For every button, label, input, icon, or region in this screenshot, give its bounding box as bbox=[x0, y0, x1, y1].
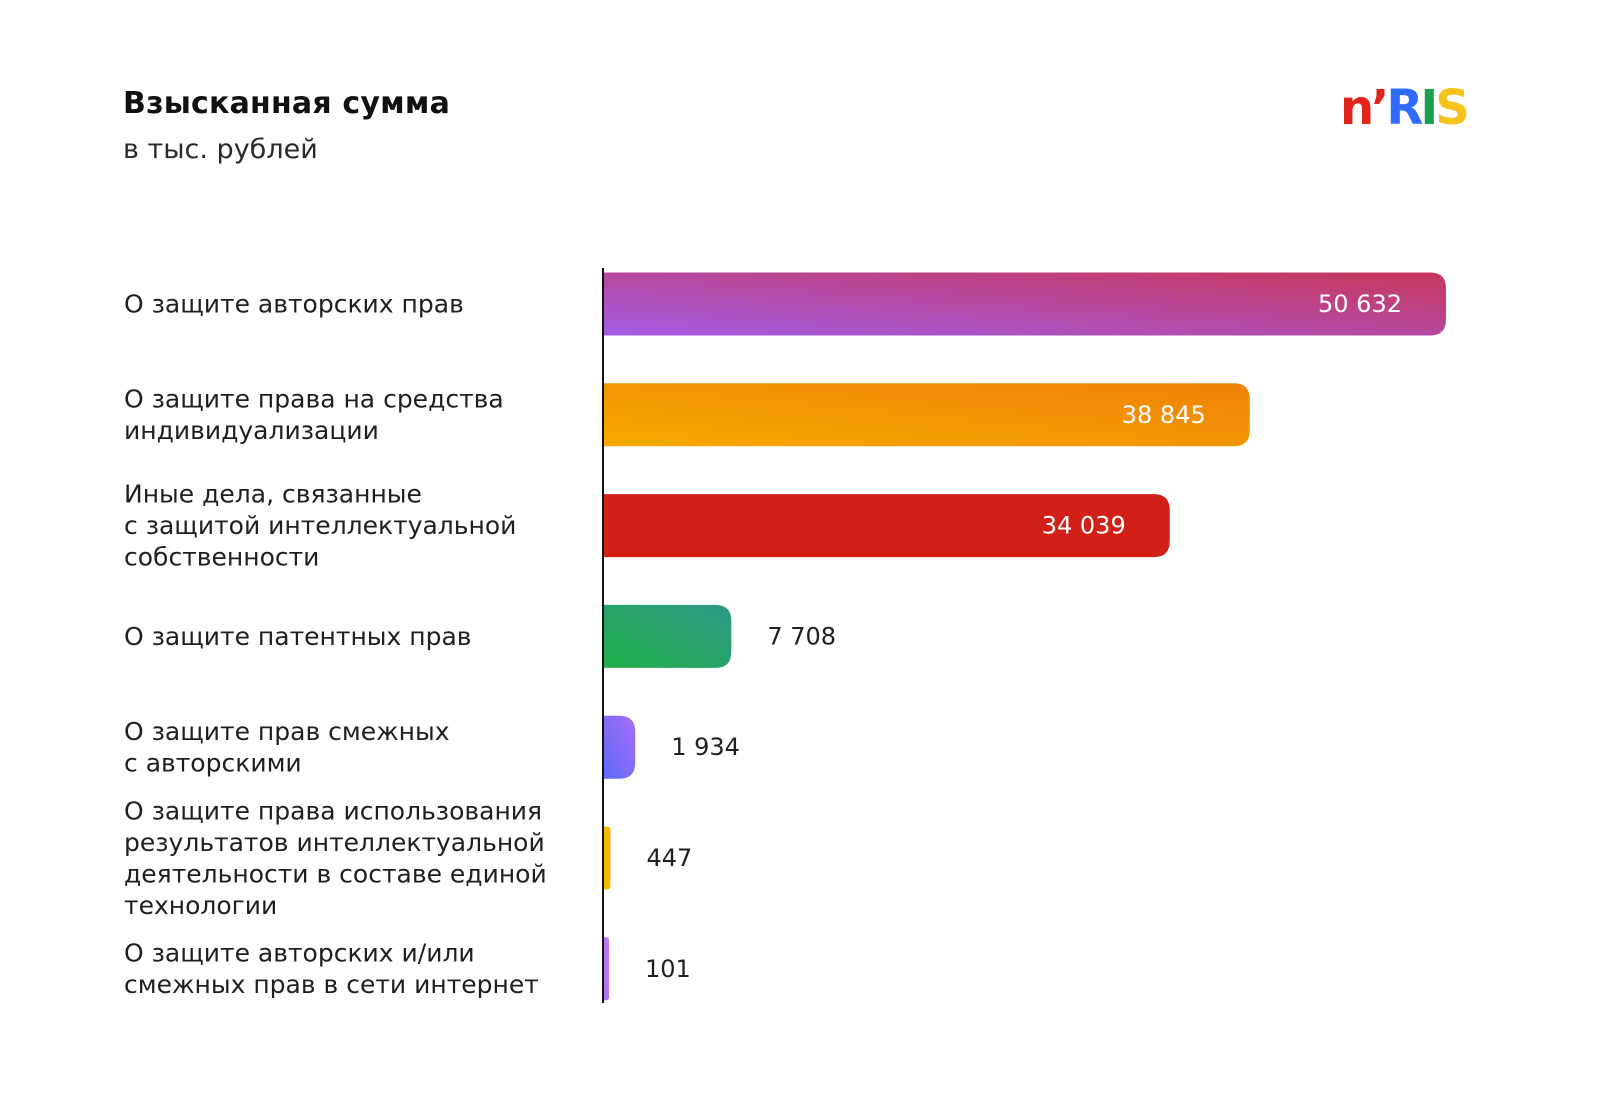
category-label: О защите права использования результатов … bbox=[124, 796, 547, 920]
value-label: 38 845 bbox=[1122, 401, 1206, 429]
logo-letter-r: R bbox=[1386, 80, 1423, 136]
value-label: 1 934 bbox=[671, 733, 740, 761]
bar bbox=[603, 937, 609, 1001]
logo-letter-n: n bbox=[1340, 80, 1374, 136]
category-label-line: деятельности в составе единой bbox=[124, 859, 547, 888]
category-label-line: собственности bbox=[124, 543, 319, 572]
category-label-line: с защитой интеллектуальной bbox=[124, 511, 516, 540]
category-label-line: О защите авторских и/или bbox=[124, 939, 475, 968]
bar bbox=[603, 604, 732, 668]
logo-letter-s: S bbox=[1435, 80, 1470, 136]
category-label-line: с авторскими bbox=[124, 748, 302, 777]
bar bbox=[603, 272, 1446, 336]
category-label-line: О защите права на средства bbox=[124, 385, 504, 414]
value-label: 34 039 bbox=[1042, 512, 1126, 540]
category-label-line: О защите патентных прав bbox=[124, 622, 472, 651]
logo-letter-apostrophe: ’ bbox=[1371, 80, 1389, 136]
bars-layer: 50 632 О защите авторских прав 38 845 О защ… bbox=[124, 272, 1446, 1001]
category-label-line: О защите права использования bbox=[124, 796, 542, 825]
value-label: 7 708 bbox=[767, 622, 836, 650]
category-label: О защите прав смежных с авторскими bbox=[124, 717, 450, 778]
chart-title: Взысканная сумма bbox=[123, 86, 451, 121]
category-label-line: смежных прав в сети интернет bbox=[124, 970, 539, 999]
category-label-line: результатов интеллектуальной bbox=[124, 828, 545, 857]
bar bbox=[603, 826, 611, 890]
value-label: 101 bbox=[645, 955, 691, 983]
category-label-line: технологии bbox=[124, 891, 277, 920]
brand-logo: n ’ R I S bbox=[1340, 80, 1470, 136]
category-label-line: индивидуализации bbox=[124, 416, 379, 445]
category-label: О защите авторских и/или смежных прав в с… bbox=[124, 939, 539, 1000]
category-label-line: Иные дела, связанные bbox=[124, 480, 422, 509]
value-label: 50 632 bbox=[1318, 290, 1402, 318]
bar bbox=[603, 715, 636, 779]
bar bbox=[603, 494, 1170, 558]
category-label: О защите патентных прав bbox=[124, 622, 472, 651]
chart-subtitle: в тыс. рублей bbox=[123, 134, 318, 165]
logo-letter-i: I bbox=[1420, 80, 1438, 136]
category-label-line: О защите прав смежных bbox=[124, 717, 450, 746]
category-label-line: О защите авторских прав bbox=[124, 290, 464, 319]
category-label: О защите права на средства индивидуализац… bbox=[124, 385, 504, 446]
value-label: 447 bbox=[646, 844, 692, 872]
category-label: О защите авторских прав bbox=[124, 290, 464, 319]
bar bbox=[603, 383, 1250, 447]
category-label: Иные дела, связанные с защитой интеллекту… bbox=[124, 480, 516, 572]
